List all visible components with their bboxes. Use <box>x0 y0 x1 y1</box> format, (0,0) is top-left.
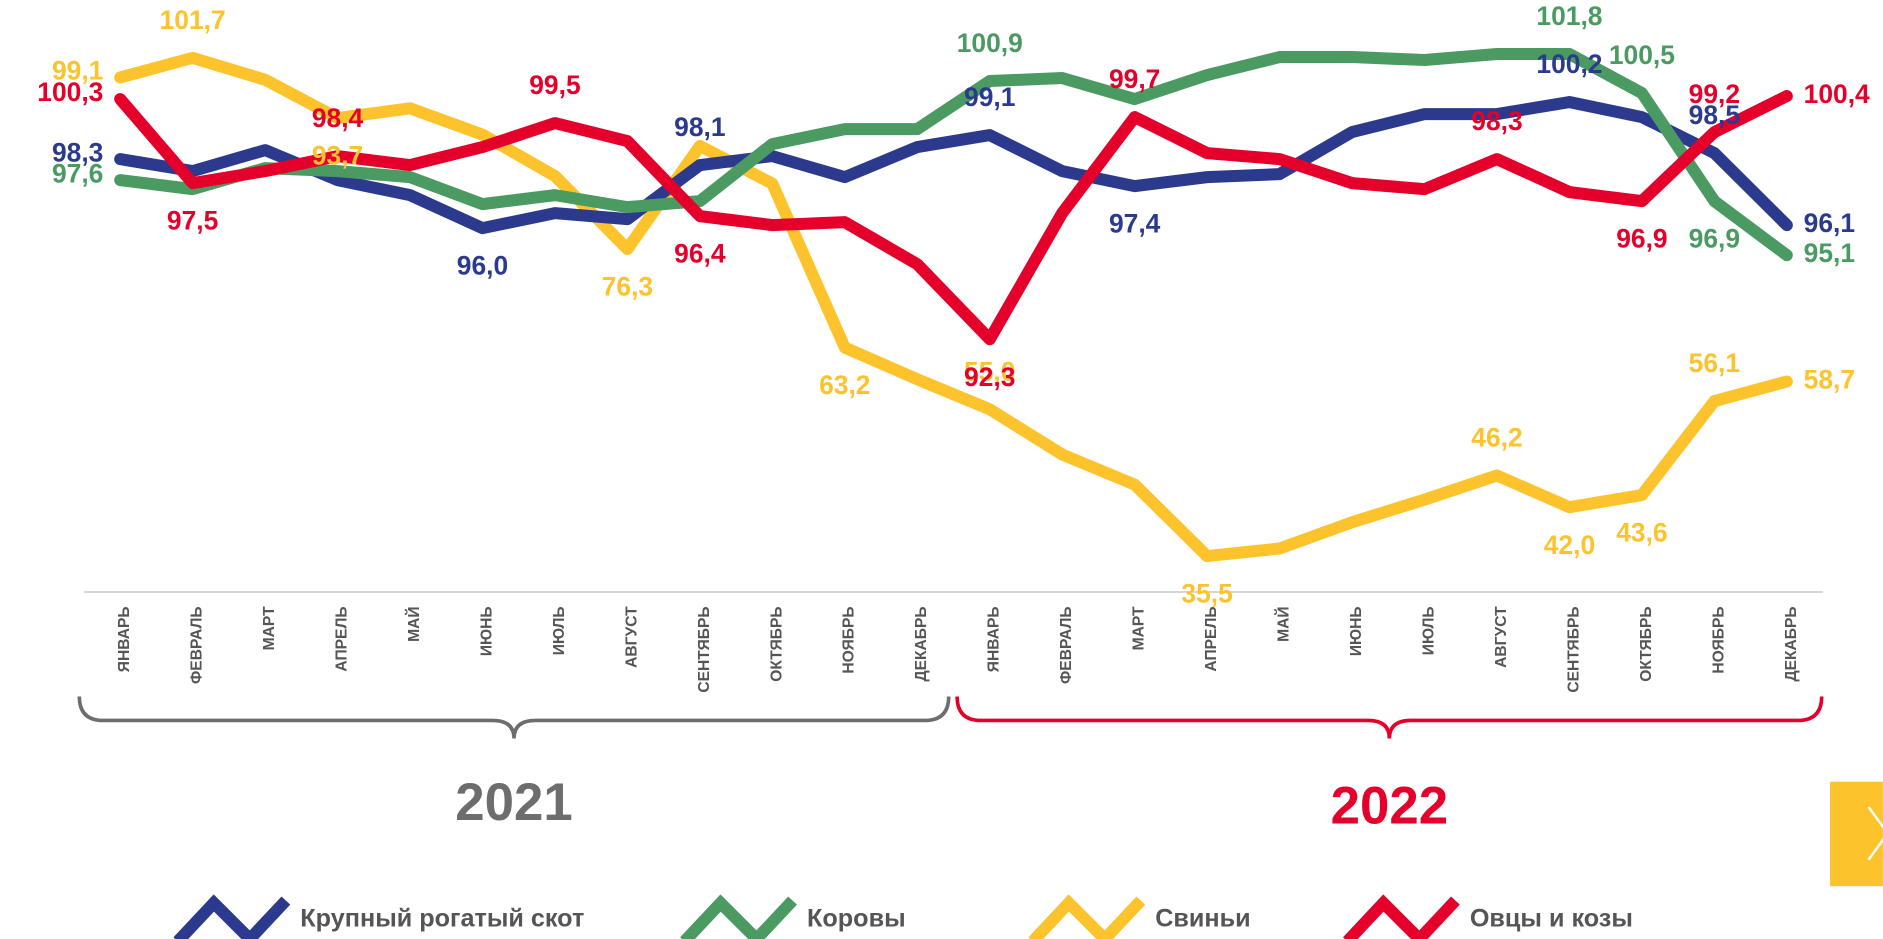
x-tick-label: НОЯБРЬ <box>1710 606 1727 673</box>
data-label: 99,1 <box>52 56 103 86</box>
x-tick-label: ИЮНЬ <box>478 606 495 656</box>
next-button[interactable] <box>1830 781 1883 887</box>
data-label: 96,0 <box>457 251 508 281</box>
data-label: 92,3 <box>964 362 1015 392</box>
year-bracket <box>77 696 951 739</box>
data-label: 97,4 <box>1109 209 1161 239</box>
legend-label: Овцы и козы <box>1470 904 1633 932</box>
x-tick-label: СЕНТЯБРЬ <box>1565 606 1582 692</box>
data-label: 46,2 <box>1471 423 1522 453</box>
x-tick-label: МАЙ <box>404 606 423 641</box>
legend-swatch <box>173 894 291 939</box>
data-label: 55,0 <box>964 356 1015 386</box>
data-label: 58,7 <box>1804 364 1855 394</box>
x-tick-label: ОКТЯБРЬ <box>1638 606 1655 681</box>
legend-swatch <box>1028 894 1146 939</box>
value-labels: 99,1 101,7 93,7 76,3 63,2 55,0 35,5 46,2 42,0 43,… <box>37 1 1870 609</box>
next-arrow[interactable] <box>1867 806 1883 861</box>
next-button-bg[interactable] <box>1830 781 1883 887</box>
legend-label: Свиньи <box>1155 904 1250 932</box>
x-tick-label: АВГУСТ <box>623 606 640 668</box>
legend-swatch <box>1342 894 1460 939</box>
x-tick-label: ЯНВАРЬ <box>116 606 133 672</box>
data-label: 63,2 <box>819 370 870 400</box>
x-tick-label: ДЕКАБРЬ <box>913 606 930 681</box>
data-label: 99,7 <box>1109 64 1160 94</box>
year-label: 2021 <box>455 773 573 832</box>
data-label: 98,1 <box>674 112 725 142</box>
x-tick-label: ИЮЛЬ <box>551 606 568 655</box>
x-tick-label: АПРЕЛЬ <box>333 606 350 671</box>
legend-label: Крупный рогатый скот <box>300 904 584 932</box>
lines <box>114 48 1793 563</box>
x-tick-label: ИЮНЬ <box>1348 606 1365 656</box>
data-label: 56,1 <box>1689 348 1740 378</box>
x-tick-label: ЯНВАРЬ <box>986 606 1003 672</box>
data-label: 99,1 <box>964 82 1015 112</box>
x-tick-label: АВГУСТ <box>1493 606 1510 668</box>
data-label: 99,2 <box>1689 79 1740 109</box>
data-label: 35,5 <box>1181 579 1232 609</box>
data-label: 98,3 <box>52 137 103 167</box>
data-label: 100,5 <box>1609 40 1675 70</box>
data-label: 43,6 <box>1616 518 1667 548</box>
legend-label: Коровы <box>807 904 906 932</box>
data-label: 98,3 <box>1471 106 1522 136</box>
year-label: 2022 <box>1331 777 1449 836</box>
data-label: 95,1 <box>1804 238 1855 268</box>
data-label: 96,9 <box>1616 224 1667 254</box>
data-label: 100,2 <box>1536 49 1602 79</box>
data-label: 96,1 <box>1804 208 1855 238</box>
series-line <box>114 90 1793 346</box>
x-tick-label: МАЙ <box>1274 606 1293 641</box>
data-label: 42,0 <box>1544 530 1595 560</box>
x-tick-label: ФЕВРАЛЬ <box>189 606 206 684</box>
year-bracket <box>955 696 1824 739</box>
data-label: 76,3 <box>602 272 653 302</box>
data-label: 96,4 <box>674 239 726 269</box>
series-line <box>114 48 1793 262</box>
data-label: 100,9 <box>957 28 1023 58</box>
series-line <box>114 51 1793 563</box>
x-tick-label: АПРЕЛЬ <box>1203 606 1220 671</box>
x-tick-label: МАРТ <box>261 606 278 650</box>
data-label: 97,5 <box>167 206 218 236</box>
data-label: 99,5 <box>529 70 580 100</box>
data-label: 93,7 <box>312 141 363 171</box>
x-tick-label: ФЕВРАЛЬ <box>1058 606 1075 684</box>
data-label: 101,7 <box>160 5 226 35</box>
data-label: 96,9 <box>1689 224 1740 254</box>
data-label: 98,5 <box>1689 100 1740 130</box>
data-label: 101,8 <box>1536 1 1602 31</box>
x-tick-label: ИЮЛЬ <box>1420 606 1437 655</box>
data-label: 100,3 <box>37 77 103 107</box>
data-label: 97,6 <box>52 158 103 188</box>
data-label: 98,4 <box>312 103 364 133</box>
series-line <box>114 96 1793 235</box>
x-tick-label: ОКТЯБРЬ <box>768 606 785 681</box>
x-tick-label: НОЯБРЬ <box>841 606 858 673</box>
legend-swatch <box>680 894 797 939</box>
x-tick-label: ДЕКАБРЬ <box>1783 606 1800 681</box>
x-tick-label: МАРТ <box>1131 606 1148 650</box>
x-tick-label: СЕНТЯБРЬ <box>696 606 713 692</box>
data-label: 100,4 <box>1804 79 1870 109</box>
